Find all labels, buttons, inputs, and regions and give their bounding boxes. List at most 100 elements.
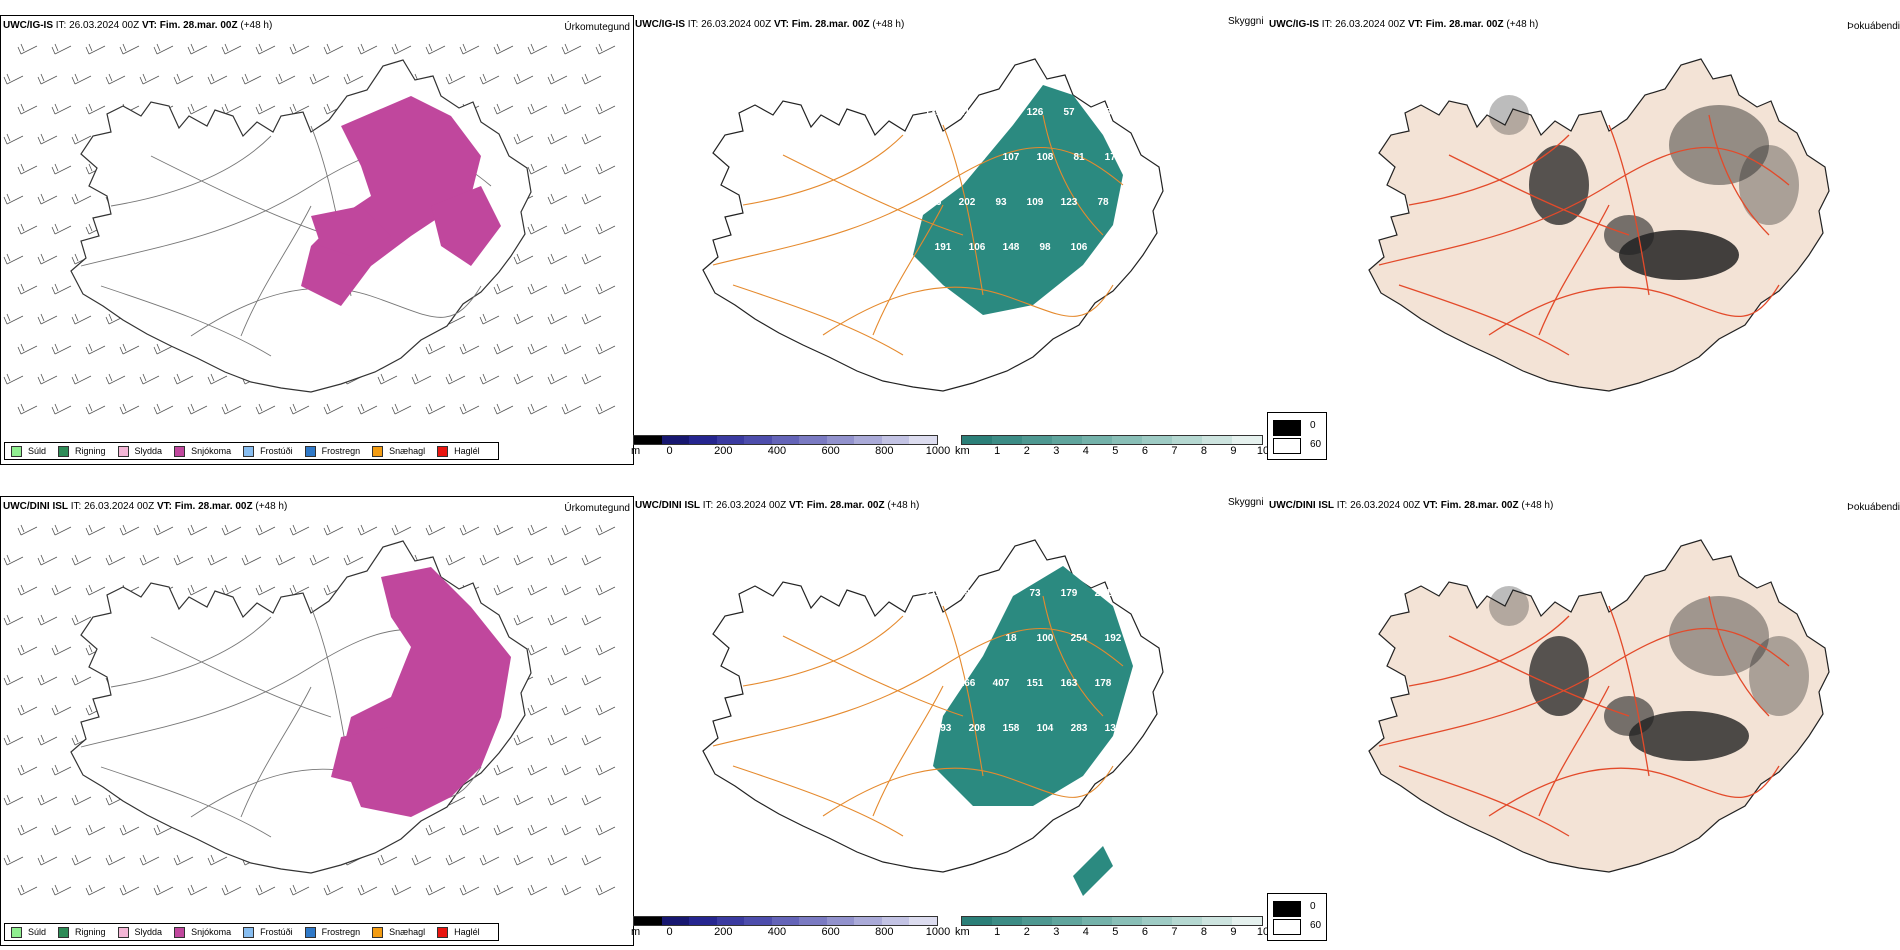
- legend-label: Slydda: [134, 446, 163, 456]
- colorbar-tick-label: 400: [767, 445, 787, 457]
- cloud-base-label: 193: [935, 723, 952, 734]
- cloud-base-label: 81: [1073, 152, 1085, 163]
- legend-swatch: [304, 926, 316, 938]
- low-visibility-area: [933, 566, 1133, 896]
- legend-swatch: [117, 445, 129, 457]
- visibility-colorbar: 1 2 3 4 5 6 7 8 9 10 km: [955, 435, 1269, 458]
- cloud-base-label: 123: [1061, 197, 1078, 208]
- cloud-base-label: 227: [993, 588, 1010, 599]
- fog-map: [1368, 539, 1830, 873]
- legend-item: Frostregn: [304, 926, 360, 938]
- iceland-land: [1368, 58, 1830, 392]
- colorbar-tick-label: 8: [1200, 445, 1207, 457]
- cloud-base-label: 131: [1105, 723, 1122, 734]
- panel-header: UWC/IG-IS IT: 26.03.2024 00Z VT: Fim. 28…: [635, 19, 905, 30]
- legend-label: Frostúði: [260, 927, 293, 937]
- legend-label: Snjókoma: [191, 446, 232, 456]
- legend-item: Haglél: [437, 445, 480, 457]
- cloud-base-label: 106: [925, 197, 942, 208]
- panel-title: Skyggni: [1228, 497, 1264, 508]
- cloud-base-label: 178: [1095, 678, 1112, 689]
- cloud-base-label: 73: [1029, 588, 1041, 599]
- cloud-base-label: 148: [1003, 242, 1020, 253]
- colorbar-tick-label: 4: [1082, 926, 1089, 938]
- legend-swatch: [304, 445, 316, 457]
- legend-swatch: [174, 926, 186, 938]
- cloud-base-label: 107: [1003, 152, 1020, 163]
- init-time: 26.03.2024 00Z: [1335, 19, 1406, 30]
- colorbar-tick-label: 5: [1112, 926, 1119, 938]
- legend-label: Slydda: [134, 927, 163, 937]
- valid-time: Fim. 28.mar. 00Z: [791, 19, 870, 30]
- cloud-base-label: 254: [1071, 633, 1088, 644]
- colorbar-tick-label: 9: [1230, 445, 1237, 457]
- legend-label: Haglél: [454, 446, 480, 456]
- colorbar-tick-label: 200: [714, 926, 733, 938]
- valid-time: Fim. 28.mar. 00Z: [1425, 19, 1504, 30]
- colorbar-tick-label: 1000: [925, 926, 951, 938]
- cloud-base-label: 126: [1027, 107, 1044, 118]
- precip-type-legend: Súld Rigning Slydda Snjókoma Frostúði Frostre…: [4, 923, 499, 941]
- colorbar-tick-label: 1000: [925, 445, 951, 457]
- model-name: UWC/IG-IS: [1269, 19, 1319, 30]
- lead-time: (+48 h): [887, 500, 920, 511]
- cloud-base-label: 315: [1095, 107, 1112, 118]
- colorbar-tick-label: 9: [1230, 926, 1237, 938]
- legend-label: Frostúði: [260, 446, 293, 456]
- colorbar-tick-label: 2: [1023, 445, 1030, 457]
- visibility-colorbar: 1 2 3 4 5 6 7 8 9 10 km: [955, 916, 1269, 939]
- road-network: [1378, 114, 1790, 356]
- init-time: 26.03.2024 00Z: [84, 501, 155, 512]
- visibility-map: 211 393 227 73 179 231 341 94 18 100 254 192 670 166 4…: [702, 539, 1164, 896]
- colorbar-tick-label: 8: [1200, 926, 1207, 938]
- valid-time: Fim. 28.mar. 00Z: [806, 500, 885, 511]
- cloud-base-label: 131: [925, 107, 942, 118]
- cloud-base-labels: 211 393 227 73 179 231 341 94 18 100 254 192 670 166 4…: [925, 588, 1122, 734]
- precip-type-map: [3, 524, 616, 896]
- fog-map: [1368, 58, 1830, 392]
- colorbar-tick-label: 5: [1112, 445, 1119, 457]
- legend-label: Haglél: [454, 927, 480, 937]
- cloud-base-label: 163: [1061, 678, 1078, 689]
- cloud-base-label: 202: [959, 197, 976, 208]
- legend-label: Súld: [28, 927, 47, 937]
- cloud-base-label: 153: [935, 152, 952, 163]
- colorbar-tick-label: 0: [666, 926, 673, 938]
- valid-time: Fim. 28.mar. 00Z: [174, 501, 253, 512]
- panel-title: Skyggni: [1228, 16, 1264, 27]
- colorbar-tick-label: 4: [1082, 445, 1089, 457]
- precip-type-legend: Súld Rigning Slydda Snjókoma Frostúði Frostre…: [4, 442, 499, 460]
- snowfall-area: [331, 567, 511, 817]
- precip-type-panel-bottom: UWC/DINI ISL IT: 26.03.2024 00Z VT: Fim.…: [0, 496, 634, 946]
- legend-swatch: [174, 445, 186, 457]
- legend-swatch: [11, 926, 22, 938]
- init-time: 26.03.2024 00Z: [69, 20, 140, 31]
- colorbar-tick-label: 0: [666, 445, 673, 457]
- legend-item: Súld: [11, 445, 46, 457]
- cloud-base-label: 108: [1037, 152, 1054, 163]
- cloud-base-label: 109: [1027, 197, 1044, 208]
- legend-label: Rigning: [75, 446, 106, 456]
- legend-item: Snjókoma: [174, 926, 231, 938]
- lead-time: (+48 h): [872, 19, 905, 30]
- init-time: 26.03.2024 00Z: [701, 19, 772, 30]
- legend-label: Frostregn: [321, 446, 361, 456]
- fog-index-shading: [1489, 586, 1809, 761]
- legend-swatch: [437, 926, 449, 938]
- legend-swatch: [117, 926, 129, 938]
- panel-header: UWC/DINI ISL IT: 26.03.2024 00Z VT: Fim.…: [635, 500, 920, 511]
- cloud-base-label: 407: [993, 678, 1010, 689]
- road-network: [1378, 595, 1790, 837]
- cloud-base-label: 100: [1037, 633, 1054, 644]
- colorbar-tick-label: 2: [1023, 926, 1030, 938]
- legend-swatch: [372, 926, 384, 938]
- lead-time: (+48 h): [1506, 19, 1539, 30]
- legend-item: Rigning: [58, 926, 106, 938]
- panel-title: Úrkomutegund: [564, 22, 630, 33]
- cloud-base-label: 231: [1095, 588, 1112, 599]
- cloud-base-label: 98: [1039, 242, 1051, 253]
- cloud-base-label: 670: [925, 678, 942, 689]
- legend-label: Snæhagl: [389, 927, 426, 937]
- colorbar-tick-label: 1: [994, 445, 1001, 457]
- model-name: UWC/DINI ISL: [3, 501, 68, 512]
